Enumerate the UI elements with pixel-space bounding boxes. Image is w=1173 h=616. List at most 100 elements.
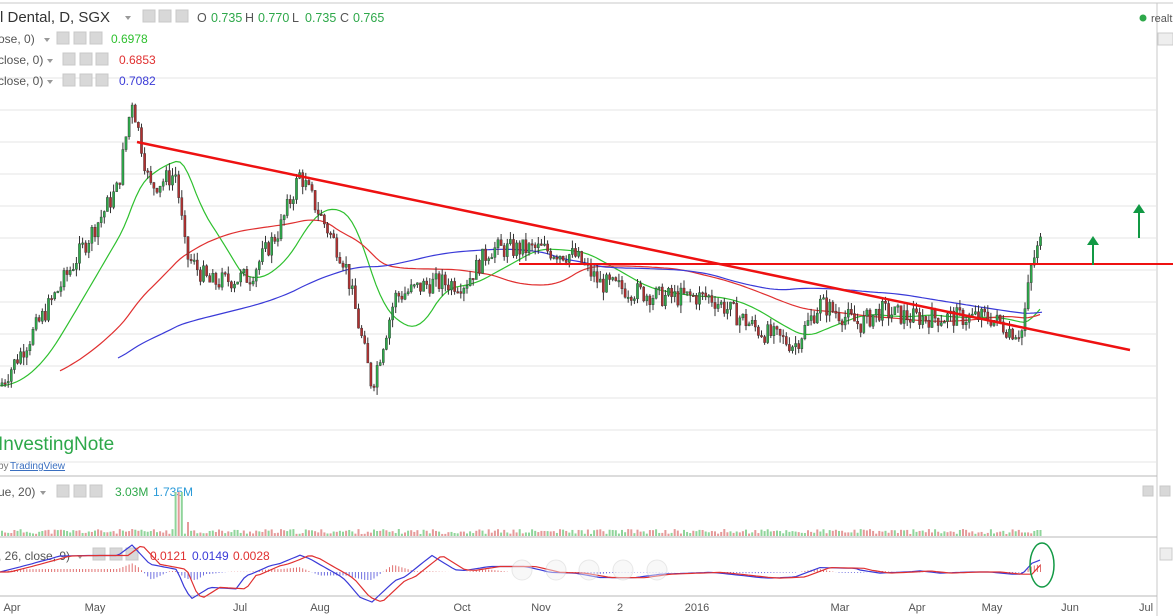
candle-body [341, 262, 345, 268]
candle-body [375, 365, 379, 388]
candle-body [1020, 330, 1024, 338]
symbol-dropdown-icon[interactable] [125, 16, 131, 20]
symbol-settings-buttons[interactable] [142, 9, 189, 23]
candle-body [0, 382, 4, 387]
candle-body [679, 287, 683, 306]
zoom-in-button [612, 559, 634, 581]
macd-legend[interactable]: , 26, close, 9) 0.0121 0.0149 0.0028 [0, 547, 270, 563]
candle-body [245, 269, 249, 283]
chart-navigation[interactable] [511, 559, 668, 581]
candle-body [59, 286, 63, 292]
candle-body [13, 359, 16, 370]
volume-bar [44, 530, 47, 536]
ma-legend-3[interactable]: close, 0) 0.7082 [0, 73, 156, 88]
candle-body [921, 316, 924, 325]
candle-body [825, 297, 828, 316]
volume-bar [106, 532, 109, 536]
candle-body [568, 254, 571, 263]
candle-body [186, 236, 190, 260]
tradingview-link[interactable]: TradingView [10, 461, 66, 472]
volume-bar [788, 531, 791, 536]
candle-body [214, 273, 218, 285]
candle-body [351, 285, 354, 289]
volume-bar [456, 533, 459, 536]
brand-logo: InvestingNote [0, 434, 114, 455]
macd-scale-box[interactable] [1159, 547, 1173, 561]
volume-bar [642, 531, 645, 536]
candle-body [909, 319, 912, 323]
candle-body [233, 283, 236, 289]
volume-bar [1027, 532, 1030, 536]
svg-text:0.7082: 0.7082 [119, 74, 156, 88]
volume-bar [404, 532, 406, 536]
candle-body [363, 335, 367, 344]
candle-body [87, 243, 91, 253]
volume-bar [97, 529, 100, 536]
volume-legend[interactable]: ue, 20) 3.03M 1.735M [0, 484, 193, 499]
volume-bar [193, 530, 196, 536]
sma-green-line [0, 160, 1041, 387]
volume-bar [559, 529, 561, 536]
candle-body [264, 242, 267, 249]
svg-text:O: O [197, 11, 207, 25]
by-label: by [0, 461, 9, 472]
volume-bar [927, 529, 930, 536]
volume-bar [590, 533, 592, 536]
volume-bar [909, 533, 912, 536]
candle-body [524, 239, 528, 254]
candle-body [1039, 236, 1042, 246]
volume-bar [227, 531, 230, 536]
x-tick-label: Apr [908, 602, 925, 614]
candle-body [301, 172, 305, 187]
volume-bar [692, 530, 695, 536]
candle-body [372, 385, 376, 388]
volume-bar [435, 530, 437, 536]
volume-bar [748, 533, 751, 536]
volume-bar [224, 533, 227, 536]
candle-body [320, 214, 323, 216]
candle-body [701, 292, 704, 295]
candle-body [552, 256, 556, 259]
x-tick-label: Aug [310, 602, 330, 614]
ma-legend-1[interactable]: ose, 0) 0.6978 [0, 31, 148, 46]
candle-body [261, 248, 264, 262]
volume-bar [245, 533, 248, 536]
candle-body [428, 284, 432, 294]
volume-bar [785, 530, 788, 536]
volume-bar [10, 533, 13, 536]
candle-body [378, 362, 382, 366]
candle-body [698, 292, 701, 305]
volume-bar [63, 530, 65, 536]
candle-body [611, 277, 614, 280]
volume-pane-controls[interactable] [1142, 485, 1171, 497]
candle-body [580, 251, 583, 264]
candle-body [440, 274, 444, 289]
up-arrow-icon [1133, 204, 1145, 238]
candle-body [803, 325, 807, 339]
candle-body [109, 197, 112, 208]
volume-bar [400, 533, 403, 536]
candle-body [688, 291, 692, 296]
volume-bar [962, 529, 964, 536]
volume-bar [934, 529, 937, 536]
volume-bar [171, 529, 174, 536]
volume-bar [766, 529, 769, 536]
volume-bar [298, 533, 301, 536]
x-tick-label: 2 [617, 602, 623, 614]
ma-legend-2[interactable]: close, 0) 0.6853 [0, 52, 156, 67]
realtime-label: realt [1151, 13, 1172, 25]
volume-bar [655, 529, 658, 536]
candle-body [53, 292, 56, 300]
volume-bar [912, 529, 915, 536]
scale-box[interactable] [1157, 32, 1173, 46]
volume-bar [13, 529, 16, 536]
candle-body [884, 301, 887, 304]
candle-body [133, 104, 137, 123]
volume-bar [596, 529, 599, 536]
svg-text:close, 0): close, 0) [0, 74, 43, 88]
candle-body [744, 313, 748, 327]
candle-body [248, 282, 252, 285]
candle-body [614, 277, 618, 281]
candle-body [99, 216, 103, 223]
